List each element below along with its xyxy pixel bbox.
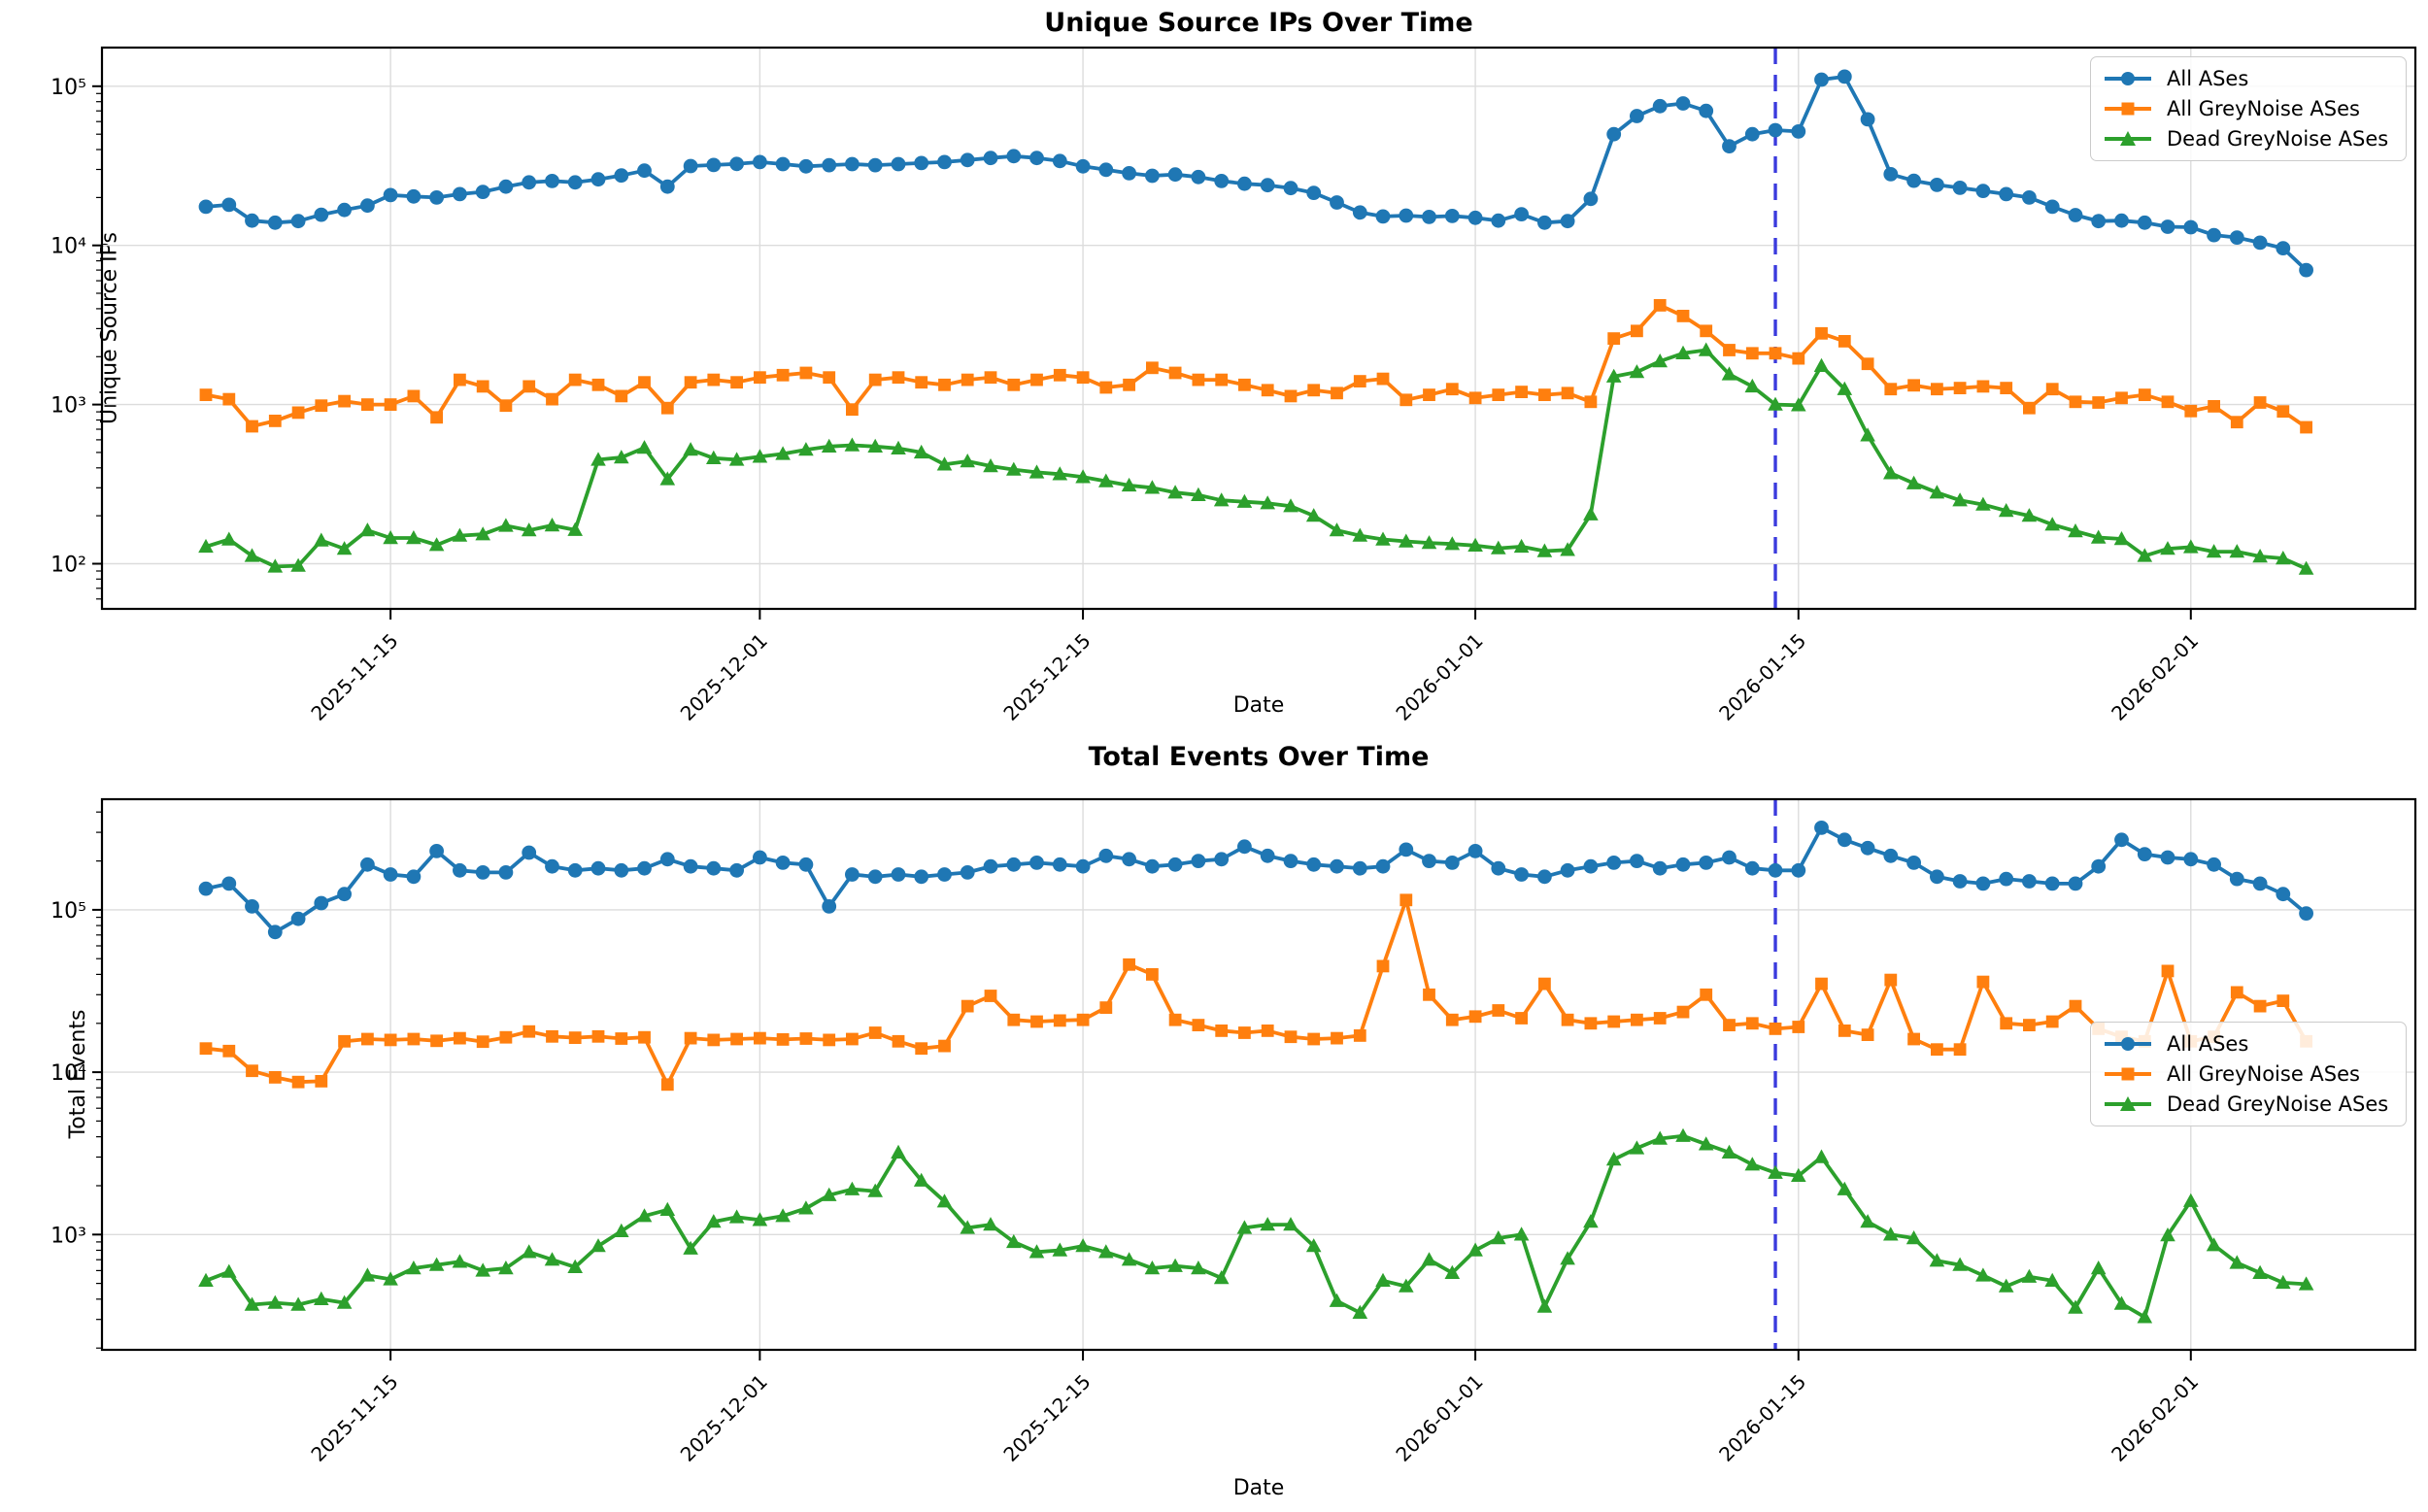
y-tick-label: 10³ [51, 394, 86, 419]
legend-label: All ASes [2167, 1032, 2249, 1056]
top-chart-axes: 2025-11-15 2025-12-01 2025-12-15 2026-01-01… [51, 46, 2417, 725]
x-tick-label: 2025-11-15 [306, 1370, 402, 1466]
top-x-axis-label: Date [1232, 693, 1285, 718]
y-tick-label: 10⁴ [51, 1061, 86, 1086]
legend-item-all-ases: All ASes [2103, 1032, 2388, 1056]
x-tick-label: 2026-01-01 [1391, 1370, 1487, 1466]
legend-label: Dead GreyNoise ASes [2167, 127, 2389, 151]
series-all-ases [198, 821, 2314, 940]
dead-greynoise-line-triangle-icon [2105, 131, 2151, 146]
legend-item-dead-greynoise: Dead GreyNoise ASes [2103, 127, 2388, 151]
x-tick-label: 2025-12-01 [676, 629, 772, 725]
series-all-greynoise [199, 893, 2312, 1092]
legend-label: Dead GreyNoise ASes [2167, 1092, 2389, 1116]
y-tick-labels: 10⁵ 10⁴ 10³ [51, 899, 102, 1248]
top-chart-title: Unique Source IPs Over Time [1044, 8, 1473, 38]
dead-greynoise-line-triangle-icon [2105, 1096, 2151, 1111]
series-dead-greynoise [198, 1127, 2314, 1324]
gridlines [102, 48, 2415, 609]
x-tick-label: 2026-01-15 [1714, 629, 1810, 725]
x-tick-label: 2026-01-01 [1391, 629, 1487, 725]
bottom-x-axis-label: Date [1232, 1476, 1285, 1500]
y-tick-label: 10² [51, 554, 86, 578]
y-tick-label: 10⁵ [51, 76, 86, 100]
x-tick-label: 2026-01-15 [1714, 1370, 1810, 1466]
series-all-ases [198, 69, 2314, 278]
all-ases-line-circle-icon [2105, 1037, 2151, 1051]
y-minor-ticks [96, 92, 102, 600]
all-greynoise-line-square-icon [2105, 1067, 2151, 1081]
x-tick-label: 2026-02-01 [2107, 1370, 2203, 1466]
all-greynoise-line-square-icon [2105, 102, 2151, 116]
y-tick-label: 10⁴ [51, 235, 86, 259]
y-minor-ticks [96, 811, 102, 1349]
axes-spines [100, 797, 2417, 1352]
series-dead-greynoise [198, 342, 2314, 575]
legend-label: All ASes [2167, 67, 2249, 90]
x-tick-label: 2025-12-01 [676, 1370, 772, 1466]
legend-item-all-ases: All ASes [2103, 67, 2388, 90]
all-ases-line-circle-icon [2105, 72, 2151, 85]
bottom-chart-axes: 2025-11-15 2025-12-01 2025-12-15 2026-01-01… [51, 797, 2417, 1466]
series-all-greynoise [199, 299, 2312, 434]
x-tick-labels: 2025-11-15 2025-12-01 2025-12-15 2026-01-01… [306, 1350, 2203, 1466]
gridlines [102, 799, 2415, 1350]
legend-label: All GreyNoise ASes [2167, 1062, 2360, 1086]
axes-spines [100, 46, 2417, 611]
legend-item-all-greynoise: All GreyNoise ASes [2103, 1062, 2388, 1086]
legend-item-dead-greynoise: Dead GreyNoise ASes [2103, 1092, 2388, 1116]
x-tick-label: 2025-11-15 [306, 629, 402, 725]
legend-item-all-greynoise: All GreyNoise ASes [2103, 97, 2388, 120]
y-tick-label: 10³ [51, 1224, 86, 1248]
x-tick-label: 2026-02-01 [2107, 629, 2203, 725]
top-chart-legend: All ASes All GreyNoise ASes Dead GreyNoi… [2090, 56, 2408, 161]
legend-label: All GreyNoise ASes [2167, 97, 2360, 120]
x-tick-labels: 2025-11-15 2025-12-01 2025-12-15 2026-01-01… [306, 609, 2203, 725]
bottom-chart-title: Total Events Over Time [1088, 742, 1430, 772]
x-tick-label: 2025-12-15 [998, 629, 1095, 725]
x-tick-label: 2025-12-15 [998, 1370, 1095, 1466]
y-tick-label: 10⁵ [51, 899, 86, 924]
y-tick-labels: 10⁵ 10⁴ 10³ 10² [51, 76, 102, 578]
bottom-chart-legend: All ASes All GreyNoise ASes Dead GreyNoi… [2090, 1022, 2408, 1126]
